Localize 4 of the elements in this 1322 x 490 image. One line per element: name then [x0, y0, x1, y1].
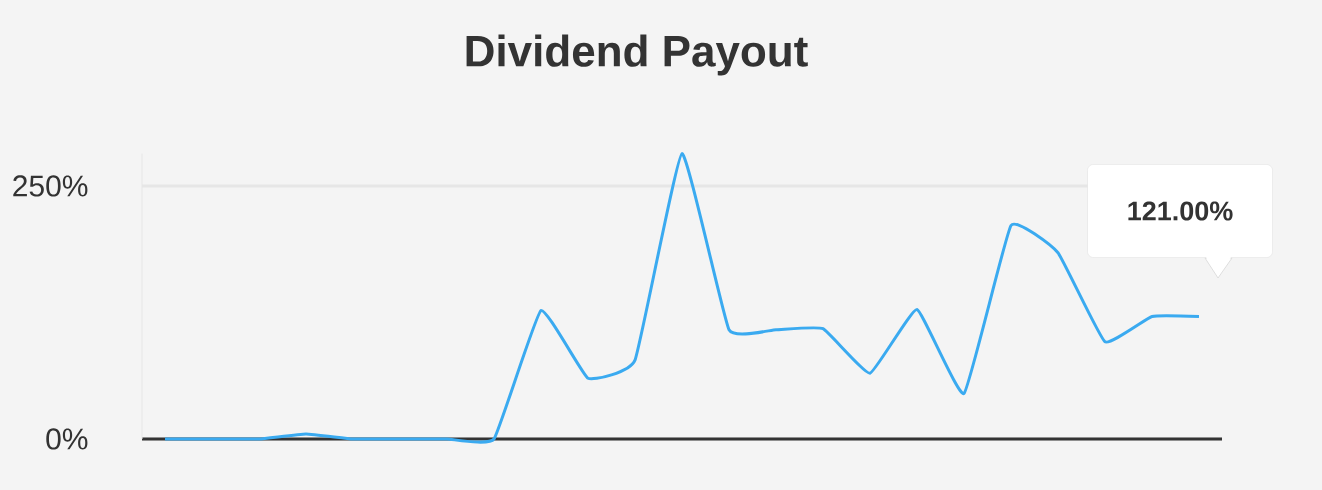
- chart-title: Dividend Payout: [466, 34, 808, 76]
- annotation: 121.00%: [1128, 201, 1233, 221]
- y-tick-label: 0%: [46, 428, 88, 450]
- y-tick-label: 250%: [13, 175, 88, 197]
